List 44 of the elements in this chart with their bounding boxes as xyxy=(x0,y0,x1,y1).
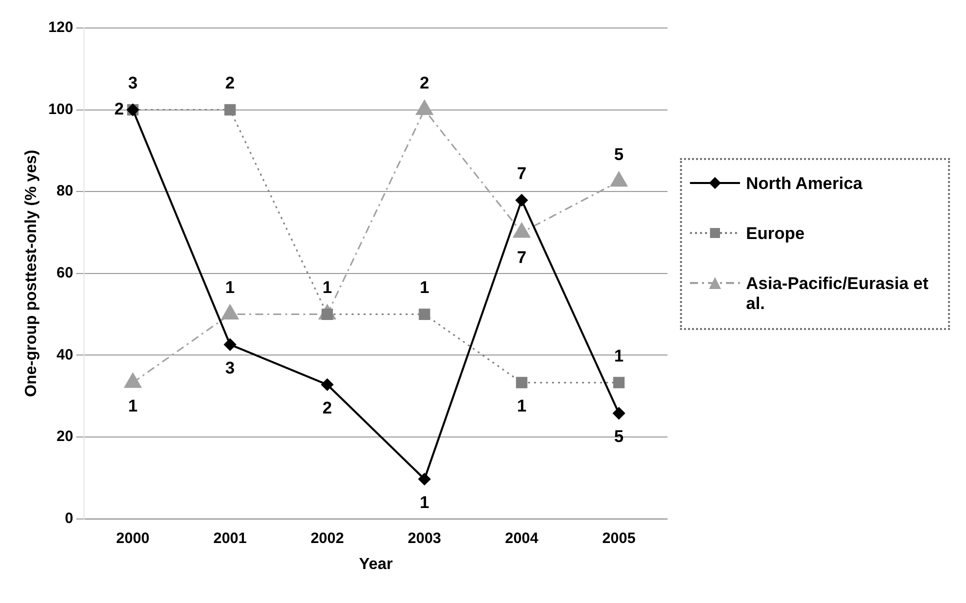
y-axis-title: One-group posttest-only (% yes) xyxy=(23,150,40,397)
annotation: 1 xyxy=(225,278,235,297)
annotation: 5 xyxy=(614,426,624,446)
annotation: 2 xyxy=(420,73,430,92)
point xyxy=(418,473,430,486)
annotation: 1 xyxy=(322,278,332,297)
point xyxy=(612,407,625,420)
point xyxy=(516,376,528,388)
x-tick-label: 2000 xyxy=(116,530,150,547)
point xyxy=(224,338,236,351)
annotation: 1 xyxy=(420,492,430,512)
point xyxy=(418,308,430,320)
annotation: 7 xyxy=(516,164,526,183)
x-tick-label: 2001 xyxy=(213,530,247,547)
point xyxy=(321,378,334,391)
y-tick-label: 100 xyxy=(48,100,74,118)
point xyxy=(224,104,236,116)
annotation: 1 xyxy=(420,278,430,297)
legend-label: Asia-Pacific/Eurasia et al. xyxy=(746,274,930,314)
annotation: 2 xyxy=(225,73,235,92)
x-tick-label: 2005 xyxy=(602,530,636,547)
y-tick-label: 0 xyxy=(64,510,74,527)
annotation: 1 xyxy=(128,396,138,416)
y-tick-label: 120 xyxy=(48,19,74,36)
y-tick-label: 60 xyxy=(56,264,74,282)
y-tick-label: 80 xyxy=(56,182,74,200)
x-axis-title: Year xyxy=(358,556,393,573)
annotation: 3 xyxy=(128,73,138,92)
annotation: 1 xyxy=(614,346,624,366)
y-tick-label: 40 xyxy=(56,346,74,364)
x-tick-label: 2004 xyxy=(504,530,540,547)
legend-label: Europe xyxy=(746,224,805,244)
annotation: 2 xyxy=(322,398,332,418)
point xyxy=(613,376,625,388)
x-tick-label: 2002 xyxy=(310,530,344,547)
legend-label: North America xyxy=(746,174,863,194)
point xyxy=(516,194,528,206)
annotation: 1 xyxy=(516,396,526,416)
annotation: 3 xyxy=(225,358,235,378)
annotation: 7 xyxy=(516,248,526,268)
annotation: 2 xyxy=(114,99,124,118)
y-tick-label: 20 xyxy=(56,428,74,446)
x-tick-label: 2003 xyxy=(408,530,442,547)
annotation: 5 xyxy=(614,145,624,164)
